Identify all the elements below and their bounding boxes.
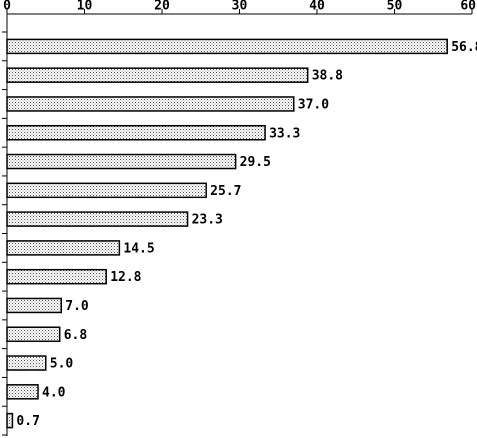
bar — [6, 326, 61, 342]
bar — [6, 96, 295, 112]
bar — [6, 355, 47, 371]
bar — [6, 211, 189, 227]
x-tick-label: 60 — [460, 0, 476, 14]
value-label: 4.0 — [42, 385, 66, 400]
bar — [6, 412, 14, 429]
value-label: 25.7 — [210, 184, 241, 199]
bar — [6, 67, 309, 83]
bar — [6, 268, 107, 285]
bar — [6, 182, 207, 199]
x-tick-label: 30 — [232, 0, 248, 14]
x-tick-label: 20 — [154, 0, 170, 14]
value-label: 5.0 — [50, 357, 74, 372]
bar — [6, 153, 237, 170]
value-label: 38.8 — [312, 69, 343, 84]
value-label: 33.3 — [269, 126, 300, 141]
value-label: 56.8 — [451, 40, 477, 55]
bar — [6, 297, 62, 314]
value-label: 37.0 — [298, 97, 329, 112]
value-label: 12.8 — [110, 270, 141, 285]
x-tick-label: 50 — [387, 0, 403, 14]
value-label: 29.5 — [240, 155, 271, 170]
bar — [6, 240, 121, 256]
bar — [6, 38, 448, 55]
value-label: 6.8 — [64, 328, 88, 343]
x-tick-label: 0 — [3, 0, 11, 14]
value-label: 7.0 — [65, 299, 89, 314]
value-label: 23.3 — [192, 213, 223, 228]
value-label: 0.7 — [16, 414, 39, 429]
value-label: 14.5 — [123, 241, 154, 256]
x-tick-label: 40 — [309, 0, 325, 14]
x-tick-label: 10 — [77, 0, 93, 14]
bar — [6, 384, 39, 400]
bar — [6, 125, 266, 141]
